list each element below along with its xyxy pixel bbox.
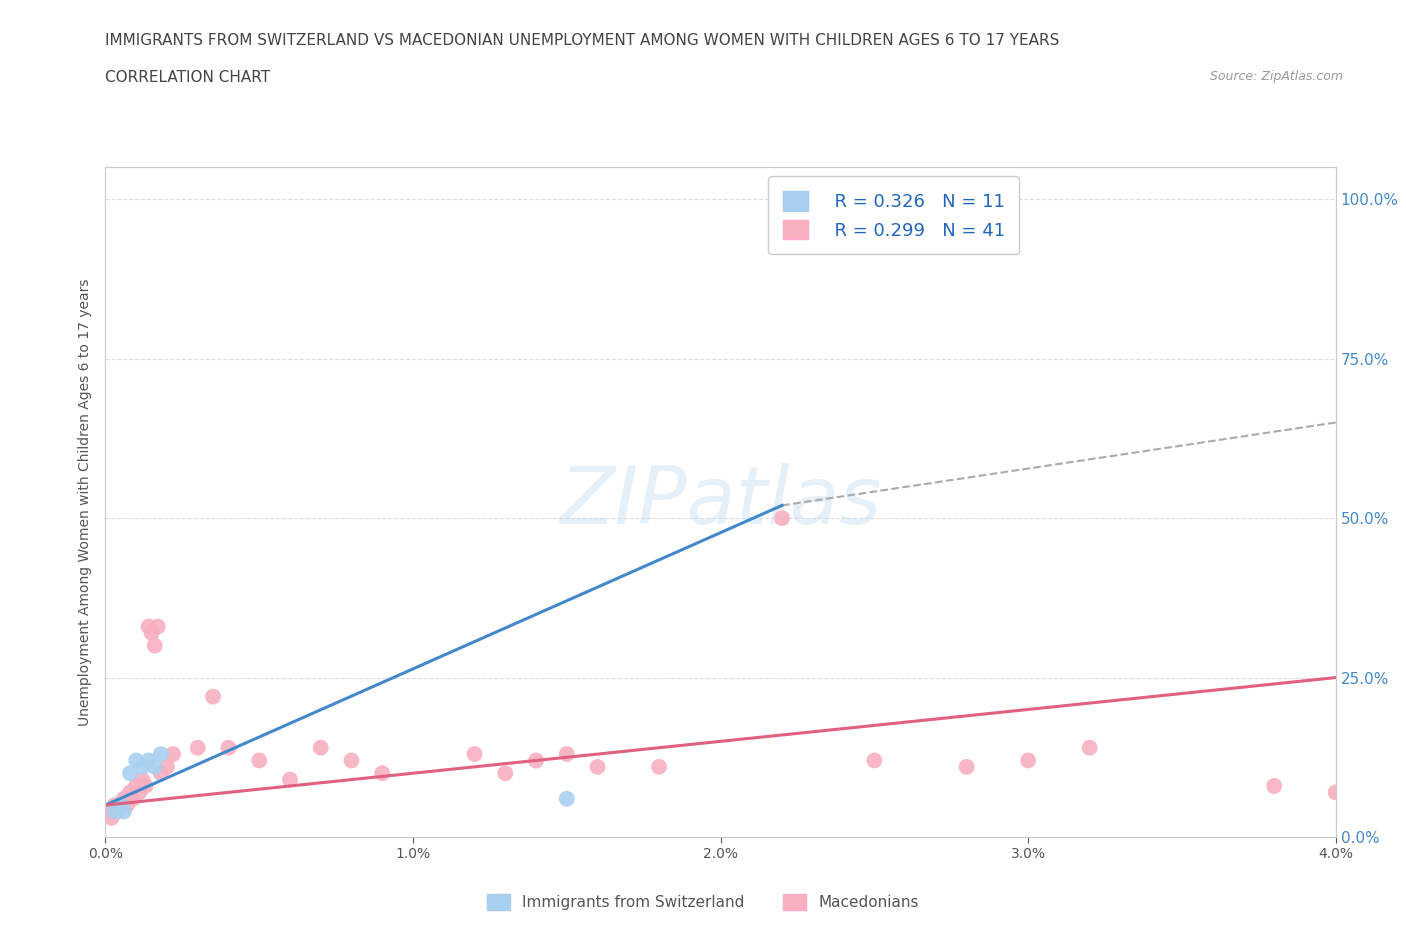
Point bbox=[125, 778, 148, 793]
Point bbox=[115, 798, 138, 813]
Point bbox=[120, 765, 141, 780]
Point bbox=[247, 753, 270, 768]
Point bbox=[134, 778, 156, 793]
Point bbox=[131, 772, 153, 787]
Point bbox=[110, 798, 132, 813]
Point bbox=[1324, 785, 1347, 800]
Point bbox=[202, 689, 225, 704]
Point bbox=[371, 765, 394, 780]
Point bbox=[555, 747, 578, 762]
Point bbox=[125, 753, 148, 768]
Point bbox=[97, 804, 120, 819]
Point bbox=[149, 765, 172, 780]
Text: Source: ZipAtlas.com: Source: ZipAtlas.com bbox=[1209, 70, 1343, 83]
Point bbox=[138, 619, 160, 634]
Point bbox=[146, 619, 169, 634]
Y-axis label: Unemployment Among Women with Children Ages 6 to 17 years: Unemployment Among Women with Children A… bbox=[77, 278, 91, 726]
Point bbox=[464, 747, 486, 762]
Point bbox=[956, 760, 979, 775]
Point bbox=[143, 638, 166, 653]
Point bbox=[112, 791, 135, 806]
Point bbox=[770, 192, 793, 206]
Point bbox=[187, 740, 209, 755]
Point bbox=[494, 765, 516, 780]
Point bbox=[309, 740, 332, 755]
Point bbox=[1078, 740, 1101, 755]
Point bbox=[1017, 753, 1039, 768]
Point bbox=[340, 753, 363, 768]
Point bbox=[122, 791, 145, 806]
Point bbox=[110, 798, 132, 813]
Point bbox=[107, 804, 129, 819]
Text: ZIPatlas: ZIPatlas bbox=[560, 463, 882, 541]
Point bbox=[131, 760, 153, 775]
Point bbox=[149, 747, 172, 762]
Point bbox=[104, 798, 127, 813]
Point bbox=[100, 810, 122, 825]
Text: CORRELATION CHART: CORRELATION CHART bbox=[105, 70, 270, 85]
Point bbox=[770, 511, 793, 525]
Point bbox=[112, 804, 135, 819]
Point bbox=[1263, 778, 1285, 793]
Legend: Immigrants from Switzerland, Macedonians: Immigrants from Switzerland, Macedonians bbox=[479, 886, 927, 918]
Point bbox=[586, 760, 609, 775]
Point bbox=[648, 760, 671, 775]
Point bbox=[555, 791, 578, 806]
Point bbox=[524, 753, 547, 768]
Point bbox=[278, 772, 301, 787]
Point bbox=[218, 740, 240, 755]
Point bbox=[141, 626, 163, 641]
Point bbox=[128, 785, 150, 800]
Legend:   R = 0.326   N = 11,   R = 0.299   N = 41: R = 0.326 N = 11, R = 0.299 N = 41 bbox=[768, 177, 1019, 254]
Point bbox=[863, 753, 886, 768]
Point bbox=[143, 760, 166, 775]
Point bbox=[162, 747, 184, 762]
Point bbox=[138, 753, 160, 768]
Text: IMMIGRANTS FROM SWITZERLAND VS MACEDONIAN UNEMPLOYMENT AMONG WOMEN WITH CHILDREN: IMMIGRANTS FROM SWITZERLAND VS MACEDONIA… bbox=[105, 33, 1060, 47]
Point bbox=[120, 785, 141, 800]
Point bbox=[104, 804, 127, 819]
Point bbox=[156, 760, 179, 775]
